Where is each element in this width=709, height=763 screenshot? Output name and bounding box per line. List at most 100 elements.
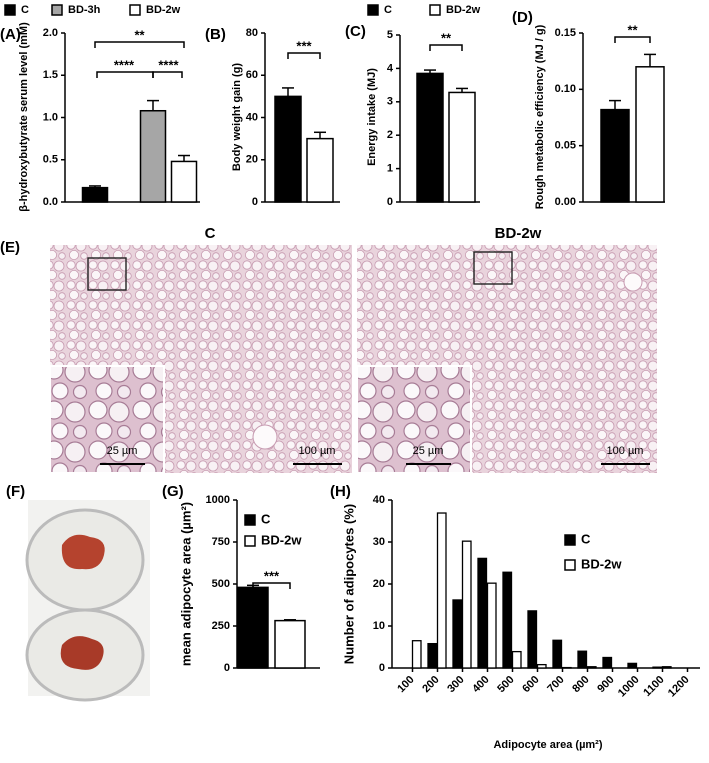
panel-label: (B) [205,26,226,43]
bar [413,641,422,668]
bar [538,665,547,668]
y-tick-label: 0.10 [555,83,576,95]
panel-label: (C) [345,23,366,40]
y-tick-label: 5 [387,29,393,41]
x-tick-label: 300 [445,674,466,695]
legend-swatch [368,5,378,15]
y-tick-label: 40 [373,494,385,506]
scale-label: 100 µm [299,445,336,457]
cell [253,425,277,449]
bar [528,611,537,668]
x-tick-label: 1000 [616,674,642,700]
y-tick-label: 20 [373,578,385,590]
image-title: C [205,225,216,242]
image-title: BD-2w [495,225,542,242]
y-tick-label: 0.00 [555,196,576,208]
bar [417,73,443,202]
bar [238,587,268,668]
y-axis-label: β-hydroxybutyrate serum level (mM) [18,22,30,212]
y-tick-label: 0 [252,196,258,208]
significance-label: **** [158,57,179,72]
bar [83,188,108,202]
legend-swatch [245,515,255,525]
y-tick-label: 1000 [206,494,230,506]
panel-label: (G) [162,483,184,500]
tissue [62,535,105,569]
bar [172,161,197,202]
panel-f: (F) [6,483,150,700]
bar [653,667,662,668]
y-axis-label: Number of adipocytes (%) [341,504,356,664]
bar [449,92,475,202]
y-tick-label: 2 [387,129,393,141]
bar [488,583,497,668]
bar [141,111,166,202]
scale-label: 100 µm [607,445,644,457]
scale-label: 25 µm [107,445,138,457]
legend-swatch [5,5,15,15]
bar [438,513,447,668]
legend-swatch [245,536,255,546]
y-tick-label: 250 [212,620,230,632]
inset [50,366,164,473]
bar [628,663,637,668]
y-tick-label: 60 [246,69,258,81]
legend-swatch [430,5,440,15]
bar [636,67,664,202]
x-tick-label: 500 [495,674,516,695]
panel-label: (E) [0,239,20,256]
x-axis-label: Adipocyte area (µm²) [493,739,602,751]
y-tick-label: 3 [387,96,393,108]
scale-label: 25 µm [413,445,444,457]
y-axis-label: Rough metabolic efficiency (MJ / g) [534,24,546,209]
significance-bracket [430,45,462,51]
bar [578,651,587,668]
y-axis-label: mean adipocyte area (µm²) [178,502,193,666]
y-tick-label: 0 [387,196,393,208]
tissue [61,636,104,670]
y-tick-label: 30 [373,536,385,548]
bar [275,621,305,668]
panel-label: (D) [512,9,533,26]
x-tick-label: 600 [520,674,541,695]
panel-label: (H) [330,483,351,500]
bar [513,652,522,668]
bar [663,667,672,668]
y-tick-label: 0.15 [555,27,576,39]
legend-label: BD-3h [68,4,101,16]
bar [601,110,629,202]
bar [588,667,597,668]
y-tick-label: 4 [387,62,394,74]
y-tick-label: 10 [373,620,385,632]
x-tick-label: 800 [570,674,591,695]
legend-label: BD-2w [261,532,302,547]
bar [307,139,333,202]
x-tick-label: 900 [595,674,616,695]
legend-label: C [384,4,392,16]
legend-label: C [581,531,591,546]
y-tick-label: 1.0 [43,111,58,123]
y-tick-label: 0 [224,662,230,674]
y-axis-label: Energy intake (MJ) [366,68,378,166]
y-tick-label: 80 [246,27,258,39]
significance-label: *** [264,568,280,583]
y-tick-label: 40 [246,111,258,123]
significance-label: ** [134,27,145,42]
y-tick-label: 0.0 [43,196,58,208]
legend-label: C [261,511,271,526]
legend-swatch [52,5,62,15]
bar [275,96,301,202]
legend-label: BD-2w [581,556,622,571]
y-tick-label: 0 [379,662,385,674]
significance-label: ** [441,30,452,45]
legend-swatch [565,560,575,570]
x-tick-label: 400 [470,674,491,695]
y-tick-label: 750 [212,536,230,548]
panel-e: (E) C BD-2w 25 µm 25 µm 100 µm 100 µm [0,225,657,473]
significance-bracket [153,72,182,78]
y-tick-label: 0.05 [555,140,576,152]
x-tick-label: 100 [395,674,416,695]
legend-label: C [21,4,29,16]
y-axis-label: Body weight gain (g) [231,63,243,171]
y-tick-label: 1.5 [43,69,58,81]
